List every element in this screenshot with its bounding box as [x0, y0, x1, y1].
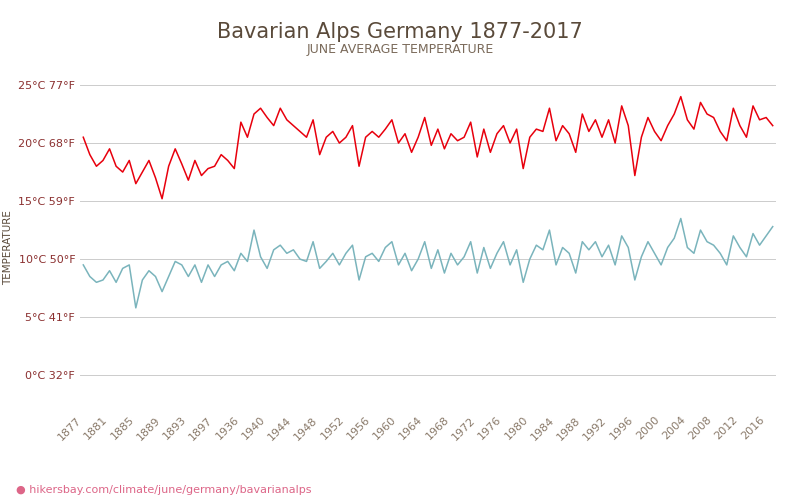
Text: Bavarian Alps Germany 1877-2017: Bavarian Alps Germany 1877-2017	[217, 22, 583, 42]
Text: ● hikersbay.com/climate/june/germany/bavarianalps: ● hikersbay.com/climate/june/germany/bav…	[16, 485, 311, 495]
Text: JUNE AVERAGE TEMPERATURE: JUNE AVERAGE TEMPERATURE	[306, 42, 494, 56]
Y-axis label: TEMPERATURE: TEMPERATURE	[2, 210, 13, 285]
